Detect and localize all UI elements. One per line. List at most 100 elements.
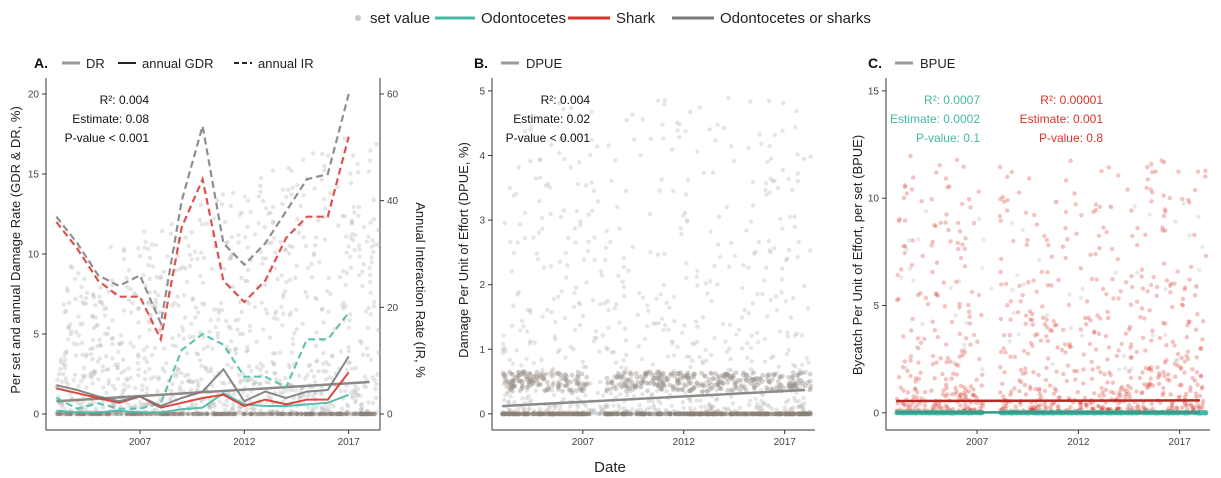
bpue-shark-point — [943, 176, 949, 181]
dpue-point — [710, 385, 716, 390]
bpue-shark-point — [1084, 299, 1090, 304]
dr-point — [305, 294, 310, 299]
dr-point — [377, 406, 382, 411]
dpue-point — [723, 339, 728, 344]
dr-point — [216, 310, 222, 315]
dpue-dense-point — [560, 388, 565, 394]
dpue-point — [647, 212, 653, 217]
dpue-zero-point — [743, 411, 749, 417]
dr-point — [203, 365, 208, 370]
dpue-point — [734, 332, 739, 337]
dr-point — [252, 232, 258, 237]
dpue-point — [539, 357, 544, 363]
dpue-point — [755, 291, 760, 297]
dpue-point — [748, 99, 753, 104]
dr-point — [75, 342, 80, 347]
dpue-point — [611, 403, 616, 408]
dr-point — [245, 393, 250, 399]
bpue-shark-point — [1026, 280, 1031, 285]
dr-point — [258, 361, 263, 366]
dr-point — [346, 349, 351, 354]
bpue-shark-point — [1083, 401, 1089, 407]
panel-1-y-tick-label: 0 — [479, 409, 485, 420]
panel-0-x-tick-label: 2012 — [233, 437, 256, 448]
dpue-point — [536, 230, 542, 235]
dpue-point — [616, 273, 621, 279]
dpue-point — [568, 106, 574, 111]
dr-point — [369, 255, 374, 260]
dr-point — [174, 374, 179, 379]
dpue-point — [678, 370, 684, 376]
dpue-dense-point — [672, 373, 678, 379]
dpue-point — [681, 213, 686, 218]
dpue-point — [620, 384, 625, 389]
dpue-point — [586, 212, 591, 217]
bpue-shark-point — [935, 334, 941, 340]
dr-point — [343, 304, 348, 309]
dr-point — [323, 377, 329, 382]
bpue-shark-point — [934, 360, 939, 365]
dpue-point — [783, 299, 788, 304]
dpue-point — [790, 187, 795, 193]
dpue-point — [792, 395, 797, 401]
bpue-shark-point — [1031, 369, 1036, 375]
dr-point — [120, 392, 125, 397]
dpue-point — [712, 376, 718, 382]
panel-a-stat-r2: R²: 0.004 — [100, 93, 150, 107]
dpue-dense-point — [675, 386, 680, 392]
dr-point — [243, 278, 248, 284]
bpue-shark-point — [1173, 374, 1178, 379]
dr-point — [369, 244, 375, 249]
dpue-point — [548, 404, 553, 410]
bpue-shark-point — [938, 356, 943, 361]
bpue-shark-point — [980, 372, 985, 377]
dr-point — [309, 275, 315, 280]
dr-point — [305, 372, 310, 378]
dpue-point — [728, 367, 734, 373]
dr-zero-point — [316, 411, 321, 417]
dpue-point — [713, 397, 719, 403]
dpue-point — [727, 322, 733, 327]
dpue-point — [500, 350, 506, 355]
dpue-dense-point — [651, 376, 656, 382]
dpue-dense-point — [769, 386, 774, 392]
gdr-series-line — [56, 392, 350, 414]
dr-point — [110, 335, 116, 341]
bpue-shark-point — [1125, 187, 1130, 192]
dpue-zero-point — [526, 411, 532, 417]
bpue-shark-point — [1135, 226, 1140, 231]
dpue-point — [531, 235, 536, 240]
dr-point — [376, 350, 381, 355]
dr-point — [348, 312, 353, 317]
dpue-point — [766, 404, 772, 409]
bpue-shark-point — [1055, 345, 1060, 350]
bpue-shark-point — [962, 401, 968, 407]
bpue-shark-point — [1056, 395, 1062, 400]
dr-point — [148, 312, 153, 318]
dpue-point — [677, 380, 682, 385]
bpue-shark-point — [1150, 328, 1155, 333]
dr-point — [207, 329, 212, 334]
dpue-dense-point — [665, 377, 671, 382]
dpue-point — [707, 279, 713, 284]
dr-point — [353, 365, 358, 371]
dpue-point — [782, 405, 787, 410]
dr-point — [135, 352, 141, 357]
panel-a-stat-estimate: Estimate: 0.08 — [72, 112, 149, 126]
dpue-point — [772, 178, 777, 183]
dpue-zero-point — [551, 411, 556, 417]
dr-point — [351, 204, 356, 210]
dr-point — [205, 344, 210, 349]
dr-point — [349, 218, 355, 223]
panel-b-stats: R²: 0.004 Estimate: 0.02 P-value < 0.001 — [506, 93, 591, 145]
dpue-point — [806, 360, 811, 365]
bpue-shark-point — [976, 292, 982, 298]
dpue-point — [553, 320, 558, 325]
dpue-point — [540, 226, 545, 232]
bpue-shark-point — [922, 403, 928, 408]
dr-point — [303, 289, 308, 295]
dr-point — [111, 383, 116, 388]
bpue-shark-point — [1102, 372, 1107, 377]
dr-point — [265, 311, 270, 316]
